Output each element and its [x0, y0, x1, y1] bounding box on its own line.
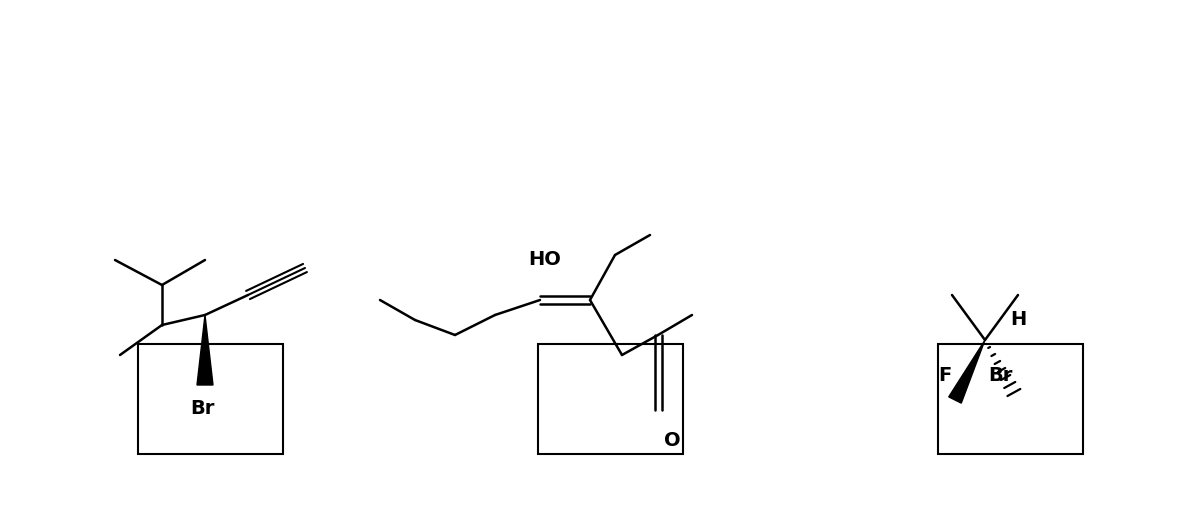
Text: O: O: [664, 431, 680, 450]
FancyBboxPatch shape: [138, 344, 283, 454]
FancyBboxPatch shape: [538, 344, 683, 454]
Polygon shape: [197, 315, 214, 385]
Text: HO: HO: [528, 250, 562, 269]
Text: F: F: [938, 366, 952, 385]
Text: H: H: [1010, 310, 1026, 329]
Text: Br: Br: [988, 366, 1013, 385]
Polygon shape: [949, 340, 985, 403]
Text: Br: Br: [190, 399, 214, 418]
FancyBboxPatch shape: [938, 344, 1084, 454]
